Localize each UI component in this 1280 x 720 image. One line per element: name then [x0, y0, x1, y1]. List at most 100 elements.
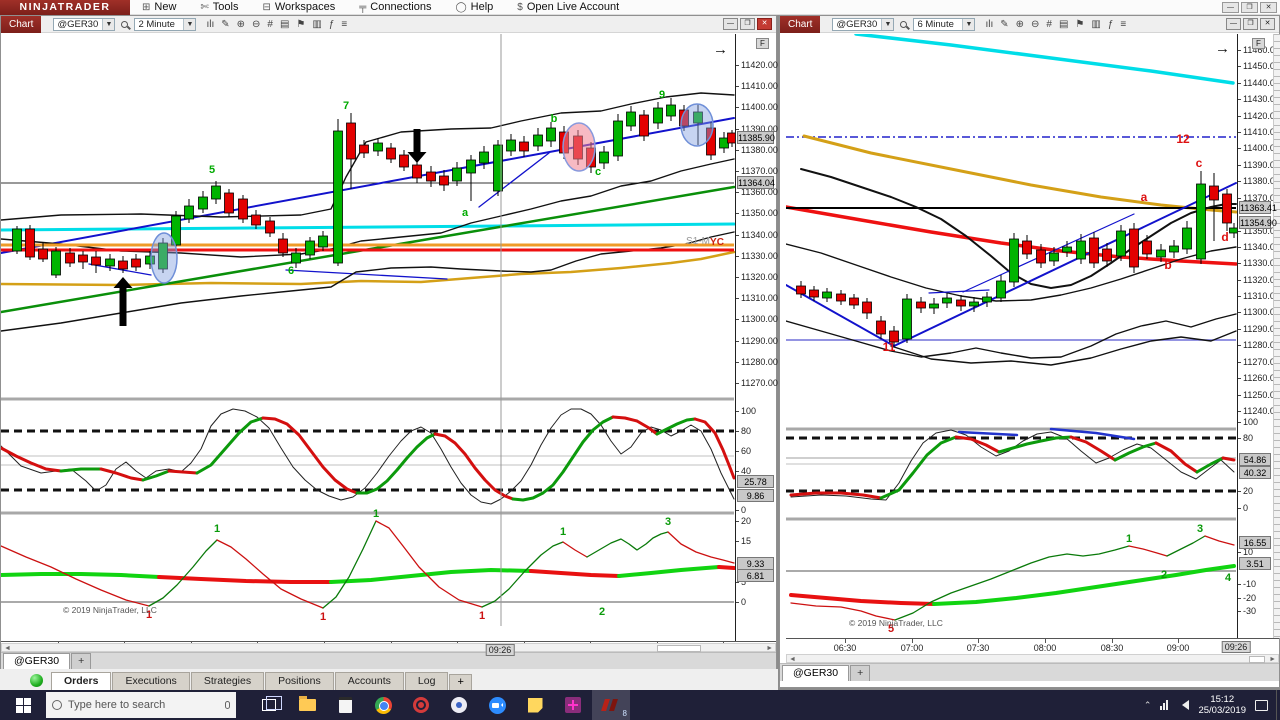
candlestick — [1222, 193, 1232, 224]
zoom-out-icon[interactable]: ⊖ — [1031, 18, 1040, 30]
price-value-box: 6.81 — [737, 569, 774, 582]
chart-style-icon[interactable]: ılı — [206, 18, 215, 30]
menu-item-new[interactable]: ⊞ New — [130, 0, 188, 15]
interval-selector[interactable]: 6 Minute ▼ — [913, 17, 976, 31]
data-series-icon[interactable]: ▥ — [312, 18, 322, 30]
candlestick — [278, 238, 288, 254]
task-view-button[interactable] — [250, 690, 288, 720]
instrument-selector[interactable]: @GER30 ▼ — [832, 17, 895, 31]
chrome-button[interactable] — [364, 690, 402, 720]
scrollbar-thumb[interactable] — [657, 645, 701, 652]
crosshair-icon[interactable]: # — [267, 18, 273, 30]
candlestick — [118, 260, 128, 270]
interval-selector[interactable]: 2 Minute ▼ — [134, 17, 197, 31]
indicator-line — [216, 539, 324, 609]
search-icon[interactable] — [900, 20, 908, 28]
restore-icon[interactable]: ❐ — [1243, 18, 1258, 30]
scroll-right-icon[interactable]: ► — [1269, 656, 1276, 663]
show-desktop-button[interactable] — [1276, 690, 1280, 720]
tab-log[interactable]: Log — [404, 672, 449, 690]
indicators-icon[interactable]: ƒ — [1107, 18, 1114, 30]
instrument-selector[interactable]: @GER30 ▼ — [53, 17, 116, 31]
price-axis-right[interactable]: 11460.00 11450.00 11440.00 11430.00 11420.00… — [1237, 34, 1280, 638]
clock[interactable]: 15:12 25/03/2019 — [1198, 694, 1246, 716]
price-axis-label: -20 — [1237, 593, 1257, 603]
sticky-notes-button[interactable] — [516, 690, 554, 720]
close-icon[interactable]: ✕ — [1260, 1, 1277, 13]
fixed-scale-icon[interactable]: F — [756, 38, 769, 49]
tab-orders[interactable]: Orders — [51, 672, 112, 690]
h-scrollbar-left[interactable]: ◄ ► — [1, 643, 776, 652]
scroll-right-icon[interactable]: ► — [766, 645, 773, 652]
alert-icon[interactable]: ⚑ — [1075, 18, 1085, 30]
target-app-button[interactable] — [402, 690, 440, 720]
scroll-left-icon[interactable]: ◄ — [4, 645, 11, 652]
crosshair-icon[interactable]: # — [1046, 18, 1052, 30]
meeting-app-button[interactable] — [440, 690, 478, 720]
price-axis-label: 20 — [1237, 486, 1254, 496]
video-camera-icon — [488, 696, 506, 714]
instrument-tab[interactable]: @GER30 — [782, 665, 850, 681]
zoom-in-icon[interactable]: ⊕ — [1015, 18, 1025, 30]
store-app-button[interactable] — [554, 690, 592, 720]
jump-to-end-icon[interactable]: → — [1215, 40, 1230, 57]
menu-item-connections[interactable]: ╤ Connections — [347, 0, 443, 15]
zoom-in-icon[interactable]: ⊕ — [236, 18, 246, 30]
scrollbar-thumb[interactable] — [1249, 656, 1265, 663]
data-series-icon[interactable]: ▥ — [1091, 18, 1101, 30]
objects-icon[interactable]: ≡ — [1120, 18, 1127, 30]
add-tab-button[interactable]: + — [850, 665, 871, 681]
restore-icon[interactable]: ❐ — [1241, 1, 1258, 13]
draw-icon[interactable]: ✎ — [1000, 18, 1009, 30]
start-button[interactable] — [0, 690, 46, 720]
zoom-app-button[interactable] — [478, 690, 516, 720]
h-scrollbar-right[interactable]: ◄ ► — [786, 654, 1279, 663]
action-center-icon[interactable] — [1255, 699, 1268, 711]
tab-executions[interactable]: Executions — [112, 672, 190, 690]
fixed-scale-icon[interactable]: F — [1252, 38, 1265, 49]
menu-item-tools[interactable]: ✄ Tools — [188, 0, 250, 15]
close-icon[interactable]: ✕ — [757, 18, 772, 30]
ninjatrader-taskbar-button[interactable]: 8 — [592, 690, 630, 720]
network-icon[interactable] — [1160, 700, 1169, 710]
objects-icon[interactable]: ≡ — [341, 18, 348, 30]
minimize-icon[interactable]: — — [723, 18, 738, 30]
taskbar-search[interactable]: Type here to search — [46, 692, 236, 718]
menu-item-help[interactable]: ◯ Help — [443, 0, 505, 15]
time-axis-right[interactable]: 06:30 07:00 07:30 08:00 08:30 09:00 09:26 — [786, 638, 1279, 654]
add-tab-button[interactable]: + — [71, 653, 92, 669]
minimize-icon[interactable]: — — [1222, 1, 1239, 13]
add-tab-button[interactable]: + — [449, 674, 472, 690]
indicators-icon[interactable]: ƒ — [328, 18, 335, 30]
tab-strategies[interactable]: Strategies — [190, 672, 265, 690]
calculator-button[interactable] — [326, 690, 364, 720]
candlestick — [1169, 245, 1179, 253]
report-icon[interactable]: ▤ — [279, 18, 290, 30]
zoom-out-icon[interactable]: ⊖ — [252, 18, 261, 30]
tab-positions[interactable]: Positions — [265, 672, 334, 690]
close-icon[interactable]: ✕ — [1260, 18, 1275, 30]
tab-accounts[interactable]: Accounts — [334, 672, 404, 690]
instrument-tab[interactable]: @GER30 — [3, 653, 71, 669]
draw-icon[interactable]: ✎ — [221, 18, 230, 30]
chart-annotation-text: 9 — [659, 89, 665, 101]
tray-expand-icon[interactable]: ⌃ — [1143, 699, 1152, 710]
report-icon[interactable]: ▤ — [1058, 18, 1069, 30]
menu-item-workspaces[interactable]: ⊟ Workspaces — [250, 0, 347, 15]
speaker-icon[interactable] — [1177, 700, 1190, 710]
candlestick — [211, 185, 221, 200]
chart-plot-right[interactable]: 12 c a b d 11 5 1 3 2 4 © 2019 NinjaTrader, LLC — [786, 34, 1237, 638]
search-icon[interactable] — [121, 20, 129, 28]
jump-to-end-icon[interactable]: → — [713, 41, 728, 58]
minimize-icon[interactable]: — — [1226, 18, 1241, 30]
file-explorer-button[interactable] — [288, 690, 326, 720]
restore-icon[interactable]: ❐ — [740, 18, 755, 30]
price-axis-left[interactable]: 11420.00 11410.00 11400.00 11390.00 11380.00… — [735, 34, 778, 641]
chart-style-icon[interactable]: ılı — [985, 18, 994, 30]
indicator-line — [1069, 435, 1117, 462]
scroll-left-icon[interactable]: ◄ — [789, 656, 796, 663]
alert-icon[interactable]: ⚑ — [296, 18, 306, 30]
menu-item-open-live-account[interactable]: $ Open Live Account — [505, 0, 631, 15]
annotation-ellipse — [680, 103, 714, 147]
